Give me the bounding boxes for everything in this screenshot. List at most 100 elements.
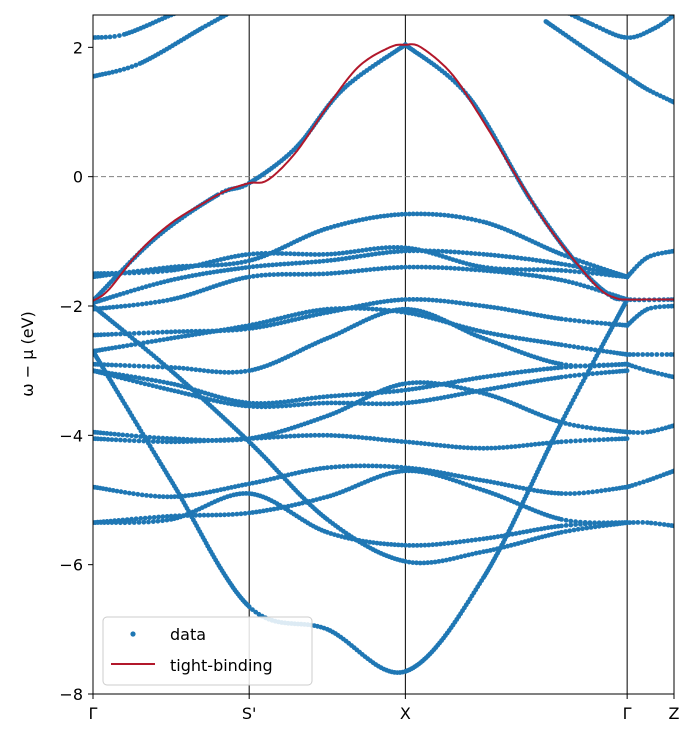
data-point (243, 323, 249, 329)
data-point (559, 342, 564, 348)
data-point (513, 382, 519, 387)
data-point (515, 370, 520, 375)
data-point (107, 305, 112, 310)
data-point (324, 432, 330, 438)
data-point (250, 510, 256, 515)
data-point (107, 34, 113, 40)
data-point (124, 343, 130, 348)
data-point (606, 369, 612, 375)
data-point (403, 387, 408, 393)
data-point (250, 436, 256, 441)
data-point (131, 438, 137, 444)
data-point (146, 364, 151, 369)
data-point (122, 520, 128, 526)
data-point (524, 310, 530, 316)
data-point (442, 443, 447, 449)
data-point (466, 387, 471, 392)
data-point (534, 367, 539, 373)
data-point (122, 303, 128, 309)
data-point (118, 489, 124, 495)
data-point (266, 262, 272, 268)
data-point (238, 369, 244, 375)
data-point (367, 267, 373, 272)
data-point (481, 445, 486, 451)
data-point (603, 487, 608, 493)
data-point (559, 261, 564, 267)
data-point (587, 437, 593, 443)
data-point (185, 439, 190, 444)
data-point (236, 253, 241, 259)
data-point (419, 264, 425, 270)
data-point (456, 473, 461, 479)
data-point (160, 518, 165, 524)
data-point (374, 540, 380, 546)
data-point (399, 245, 404, 250)
data-point (271, 506, 277, 512)
data-point (136, 363, 142, 369)
data-point (421, 380, 427, 385)
data-point (345, 305, 351, 311)
data-point (383, 437, 389, 443)
data-point (648, 369, 654, 374)
data-point (127, 363, 132, 369)
data-point (403, 248, 408, 254)
data-point (297, 397, 303, 403)
data-point (427, 248, 433, 254)
data-point (568, 364, 574, 370)
data-point (473, 302, 478, 308)
data-point (341, 464, 347, 469)
data-point (491, 385, 497, 391)
data-point (465, 538, 471, 544)
data-point (156, 514, 162, 520)
data-point (164, 297, 170, 303)
data-point (340, 392, 346, 398)
data-point (671, 303, 674, 309)
data-point (136, 520, 142, 525)
data-point (151, 282, 156, 287)
data-point (101, 332, 107, 337)
data-point (341, 400, 347, 406)
data-point (499, 306, 504, 311)
data-point (563, 364, 569, 370)
data-point (293, 398, 299, 403)
data-point (108, 431, 114, 437)
data-point (150, 364, 156, 370)
data-point (530, 273, 536, 278)
data-point (610, 369, 616, 375)
data-point (604, 349, 610, 354)
data-point (403, 381, 408, 386)
data-point (415, 264, 421, 270)
data-point (385, 541, 390, 547)
data-point (135, 302, 141, 307)
data-point (189, 366, 195, 372)
data-point (392, 212, 398, 218)
data-point (371, 300, 376, 306)
data-point (522, 272, 528, 277)
data-point (588, 525, 594, 530)
data-point (417, 380, 423, 385)
data-point (395, 249, 401, 254)
y-axis-ticks: 2 0 −2 −4 −6 −8 (59, 38, 93, 704)
data-point (362, 253, 367, 258)
data-point (600, 523, 606, 529)
data-point (193, 263, 199, 269)
data-point (445, 299, 451, 304)
data-point (292, 271, 297, 277)
data-point (349, 305, 355, 311)
data-point (637, 365, 642, 371)
data-point (259, 251, 264, 256)
data-point (610, 486, 616, 492)
data-point (246, 510, 252, 516)
data-point (356, 268, 361, 274)
data-point (339, 256, 345, 262)
data-point (205, 438, 211, 444)
data-point (226, 370, 232, 375)
data-point (151, 515, 157, 520)
data-point (422, 297, 428, 302)
data-point (458, 385, 464, 391)
data-point (103, 34, 109, 40)
data-point (481, 251, 486, 257)
data-point (321, 258, 326, 264)
data-point (507, 270, 513, 276)
